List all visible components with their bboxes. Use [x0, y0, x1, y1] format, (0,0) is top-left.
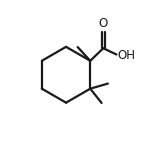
Text: OH: OH	[117, 49, 135, 62]
Text: O: O	[99, 17, 108, 30]
